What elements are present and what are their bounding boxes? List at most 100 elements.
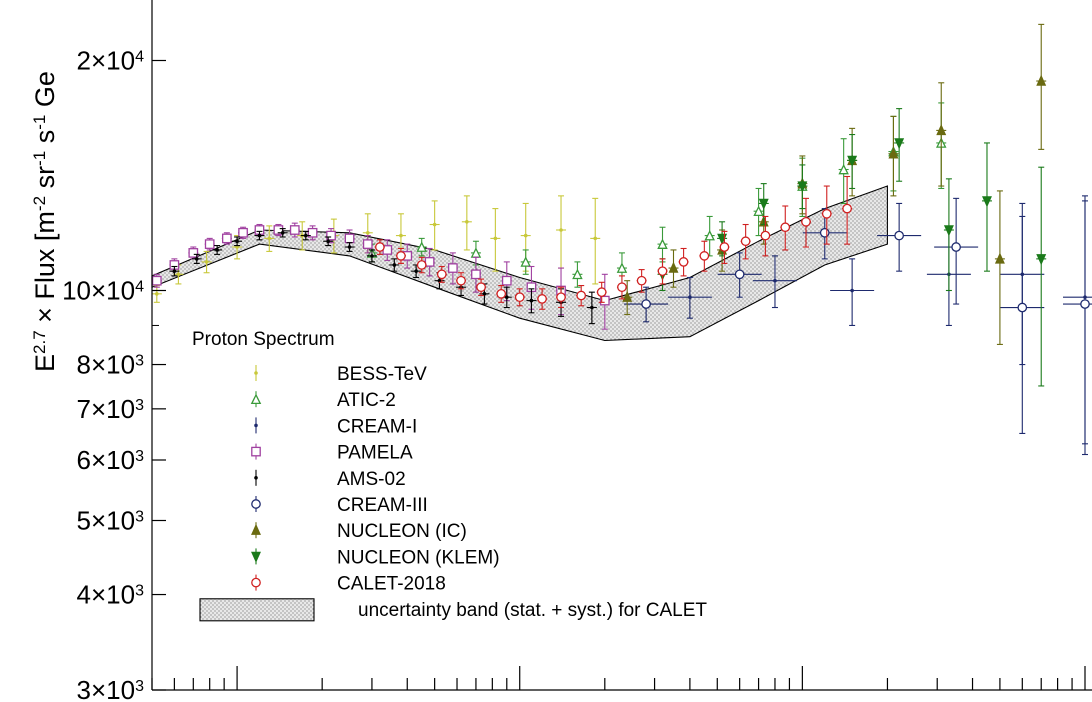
data-point-calet-2018: [496, 288, 507, 299]
data-point-cream-iii: [1080, 299, 1090, 309]
data-point-atic-2: [704, 229, 715, 241]
data-point-pamela: [307, 227, 318, 238]
data-point-calet-2018: [719, 242, 730, 252]
data-point-ams-02: [414, 269, 418, 273]
data-point-calet-2018: [801, 216, 811, 227]
data-point-calet-2018: [556, 292, 566, 303]
x-tick-layer: [151, 666, 1086, 690]
legend-label-uncertainty-band: uncertainty band (stat. + syst.) for CAL…: [358, 600, 707, 621]
y-tick-mantissa: 6×10: [77, 445, 136, 475]
data-point-nucleon-ic: [936, 123, 947, 136]
y-label-exp-sr: -1: [30, 151, 49, 166]
data-point-cream-i: [850, 288, 854, 293]
data-point-nucleon-klem: [894, 138, 905, 150]
y-tick-exponent: 3: [135, 582, 144, 599]
legend-marker-calet-2018: [251, 577, 261, 588]
data-point-ams-02: [194, 257, 199, 261]
data-point-calet-2018: [821, 208, 832, 219]
data-point-nucleon-klem: [982, 196, 992, 208]
data-point-ams-02: [235, 239, 239, 244]
legend-marker-atic-2: [250, 393, 262, 405]
data-point-atic-2: [838, 163, 849, 175]
y-tick-exponent: 3: [135, 352, 144, 369]
y-tick-label: 6×103: [77, 445, 145, 475]
legend-marker-nucleon-ic: [251, 523, 261, 535]
data-point-atic-2: [572, 268, 583, 280]
data-point-pamela: [344, 233, 355, 244]
legend-entries: BESS-TeV ATIC-2 CREAM-I PAMELA AMS-02 CREAM-I…: [199, 364, 707, 622]
data-point-bess-tev: [593, 236, 598, 241]
y-label-e: E: [30, 354, 60, 372]
y-tick-mantissa: 5×10: [77, 505, 136, 535]
y-tick-label: 2×104: [77, 45, 145, 75]
legend-label-ams-02: AMS-02: [337, 469, 406, 490]
data-point-calet-2018: [416, 260, 427, 270]
data-point-bess-tev: [204, 260, 209, 264]
data-point-pamela: [501, 275, 512, 286]
data-point-calet-2018: [476, 282, 486, 293]
data-point-atic-2: [753, 205, 764, 217]
data-point-nucleon-ic: [668, 261, 679, 273]
data-point-ams-02: [504, 295, 509, 300]
data-point-bess-tev: [176, 272, 181, 277]
legend-label-cream-i: CREAM-I: [337, 416, 417, 437]
legend-entry-uncertainty-band: uncertainty band (stat. + syst.) for CAL…: [199, 598, 707, 622]
y-tick-label: 7×103: [77, 394, 145, 424]
y-tick-exponent: 3: [135, 448, 144, 465]
data-point-ams-02: [215, 248, 219, 252]
data-point-cream-iii: [951, 242, 961, 252]
legend-entry-ams-02: AMS-02: [254, 469, 406, 490]
data-point-calet-2018: [740, 236, 751, 247]
data-point-nucleon-ic: [622, 290, 633, 302]
data-point-pamela: [204, 239, 215, 249]
data-point-calet-2018: [636, 275, 647, 286]
legend-entry-nucleon-ic: NUCLEON (IC): [251, 521, 467, 542]
data-point-pamela: [599, 295, 610, 306]
data-point-pamela: [471, 269, 481, 280]
legend-marker-cream-iii: [251, 499, 261, 509]
legend-label-pamela: PAMELA: [337, 443, 413, 464]
y-tick-exponent: 3: [135, 396, 144, 413]
y-tick-mantissa: 3×10: [77, 675, 136, 702]
data-point-ams-02: [392, 263, 397, 267]
y-label-sr: sr: [30, 166, 60, 196]
legend: Proton Spectrum BESS-TeV ATIC-2 CREAM-I PAM…: [192, 329, 707, 622]
legend-entry-bess-tev: BESS-TeV: [254, 364, 427, 385]
data-point-nucleon-klem: [758, 198, 769, 210]
data-point-calet-2018: [436, 269, 447, 280]
legend-title: Proton Spectrum: [192, 329, 335, 350]
data-point-atic-2: [520, 256, 531, 267]
legend-entry-pamela: PAMELA: [251, 443, 413, 464]
data-point-pamela: [221, 233, 232, 244]
y-tick-layer: 2×10410×1048×1037×1036×1035×1034×1033×10…: [62, 45, 166, 702]
data-point-calet-2018: [537, 294, 547, 304]
data-point-calet-2018: [514, 292, 525, 303]
data-point-pamela: [448, 263, 458, 273]
data-point-calet-2018: [842, 203, 852, 214]
data-point-cream-iii: [641, 299, 651, 309]
data-point-calet-2018: [617, 282, 627, 293]
legend-marker-ams-02: [254, 476, 258, 480]
y-label-exp-m2: -2: [30, 196, 49, 211]
legend-entry-cream-i: CREAM-I: [254, 416, 417, 437]
data-point-cream-i: [688, 295, 692, 300]
data-point-ams-02: [347, 245, 352, 249]
data-point-calet-2018: [596, 287, 607, 298]
data-point-atic-2: [416, 241, 427, 252]
data-point-ams-02: [172, 269, 177, 273]
calet-uncertainty-band: [151, 185, 888, 342]
legend-label-nucleon-klem: NUCLEON (KLEM): [337, 547, 500, 568]
legend-entry-atic-2: ATIC-2: [250, 390, 396, 411]
data-point-bess-tev: [523, 233, 528, 238]
y-tick-exponent: 3: [135, 508, 144, 525]
y-tick-label: 5×103: [77, 505, 145, 535]
y-tick-mantissa: 4×10: [77, 580, 136, 610]
data-point-calet-2018: [780, 222, 791, 233]
data-point-nucleon-klem: [797, 181, 808, 193]
data-point-cream-iii: [734, 269, 745, 280]
data-point-bess-tev: [559, 228, 563, 232]
data-point-ams-02: [257, 233, 262, 238]
legend-entry-nucleon-klem: NUCLEON (KLEM): [251, 547, 500, 568]
data-point-pamela: [188, 248, 199, 258]
